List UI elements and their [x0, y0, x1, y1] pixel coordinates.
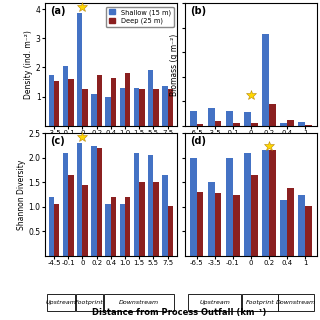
Text: Distance from Process Outfall (km⁻¹): Distance from Process Outfall (km⁻¹) — [92, 308, 266, 317]
Bar — [269, 104, 276, 126]
Bar — [262, 150, 269, 256]
Bar — [83, 89, 88, 126]
Bar — [208, 182, 215, 256]
Bar — [120, 204, 125, 256]
Text: Upstream: Upstream — [46, 300, 76, 305]
FancyBboxPatch shape — [104, 294, 174, 311]
FancyBboxPatch shape — [278, 294, 314, 311]
Bar — [244, 112, 251, 126]
Bar — [215, 121, 221, 126]
Text: (b): (b) — [190, 6, 206, 16]
Text: (a): (a) — [50, 6, 66, 16]
Bar — [125, 197, 131, 256]
Bar — [77, 143, 83, 256]
FancyBboxPatch shape — [76, 294, 103, 311]
Bar — [54, 81, 60, 126]
Bar — [148, 70, 153, 126]
Text: Footprint: Footprint — [245, 300, 274, 305]
Bar — [63, 153, 68, 256]
Bar — [134, 153, 139, 256]
Bar — [68, 79, 74, 126]
Bar — [233, 195, 240, 256]
Bar — [49, 75, 54, 126]
Bar — [68, 175, 74, 256]
Bar — [168, 206, 173, 256]
Bar — [63, 66, 68, 126]
Bar — [269, 150, 276, 256]
FancyBboxPatch shape — [188, 294, 241, 311]
Bar — [162, 175, 168, 256]
Bar — [305, 125, 312, 126]
Bar — [77, 13, 83, 126]
Bar — [168, 89, 173, 126]
Bar — [233, 123, 240, 126]
Bar — [305, 206, 312, 256]
Bar — [251, 175, 258, 256]
Bar — [287, 120, 294, 126]
FancyBboxPatch shape — [47, 294, 75, 311]
Bar — [105, 204, 111, 256]
Bar — [111, 78, 116, 126]
Text: Downstream: Downstream — [119, 300, 159, 305]
Bar — [153, 89, 159, 126]
Bar — [190, 111, 196, 126]
Y-axis label: Shannon Diversity: Shannon Diversity — [17, 159, 26, 230]
Bar — [148, 156, 153, 256]
Bar — [54, 204, 60, 256]
Bar — [153, 182, 159, 256]
Bar — [190, 158, 196, 256]
Bar — [105, 97, 111, 126]
Y-axis label: Density (ind. m⁻²): Density (ind. m⁻²) — [24, 30, 33, 99]
FancyBboxPatch shape — [242, 294, 277, 311]
Bar — [120, 88, 125, 126]
Bar — [298, 123, 305, 126]
Bar — [280, 124, 287, 126]
Text: (c): (c) — [50, 136, 65, 146]
Bar — [196, 124, 204, 126]
Bar — [226, 158, 233, 256]
Bar — [125, 73, 131, 126]
Bar — [226, 111, 233, 126]
Text: (d): (d) — [190, 136, 206, 146]
Bar — [196, 192, 204, 256]
Y-axis label: Biomass (g m⁻²): Biomass (g m⁻²) — [170, 33, 179, 96]
Bar — [49, 197, 54, 256]
Bar — [244, 153, 251, 256]
Bar — [111, 197, 116, 256]
Bar — [262, 34, 269, 126]
Bar — [134, 88, 139, 126]
Bar — [287, 188, 294, 256]
Bar — [162, 86, 168, 126]
Bar — [298, 195, 305, 256]
Bar — [91, 94, 97, 126]
Bar — [208, 108, 215, 126]
Bar — [139, 89, 145, 126]
Bar — [91, 146, 97, 256]
Legend: Shallow (15 m), Deep (25 m): Shallow (15 m), Deep (25 m) — [106, 6, 173, 27]
Bar — [97, 148, 102, 256]
Bar — [251, 124, 258, 126]
Text: Upstream: Upstream — [199, 300, 230, 305]
Bar — [139, 182, 145, 256]
Bar — [83, 185, 88, 256]
Bar — [97, 75, 102, 126]
Bar — [280, 200, 287, 256]
Text: Downstream: Downstream — [276, 300, 316, 305]
Bar — [215, 193, 221, 256]
Text: Footprint: Footprint — [75, 300, 104, 305]
